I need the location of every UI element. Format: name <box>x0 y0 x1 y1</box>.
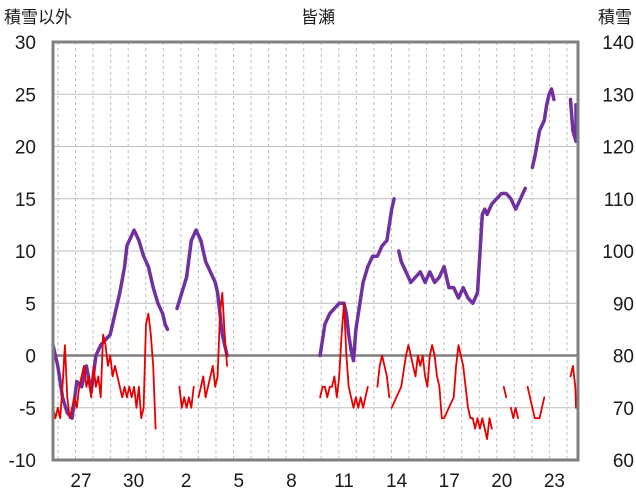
x-tick-label: 8 <box>286 471 297 492</box>
other-line <box>376 354 391 399</box>
right-tick-label: 70 <box>613 399 634 420</box>
other-line <box>390 344 493 440</box>
other-line <box>510 406 519 420</box>
other-line <box>502 385 508 399</box>
left-tick-label: 5 <box>25 294 36 315</box>
right-tick-label: 140 <box>602 33 634 54</box>
x-tick-label: 23 <box>544 471 565 492</box>
axis-labels: 皆瀬 積雪以外 積雪 <box>4 8 632 28</box>
x-tick-label: 14 <box>386 471 408 492</box>
snow-depth-line <box>530 87 556 170</box>
left-tick-label: -10 <box>9 451 36 472</box>
right-tick-label: 120 <box>602 138 634 159</box>
right-axis-label: 積雪 <box>598 8 632 28</box>
snow-depth-line <box>397 186 527 306</box>
series-lines <box>51 87 578 440</box>
right-tick-label: 60 <box>613 451 634 472</box>
snow-depth-line <box>175 228 229 358</box>
x-tick-label: 11 <box>334 471 354 492</box>
left-tick-label: 30 <box>15 33 36 54</box>
left-tick-label: 20 <box>15 138 36 159</box>
right-tick-label: 80 <box>613 347 634 368</box>
snow-depth-line <box>568 97 578 144</box>
left-tick-label: -5 <box>19 399 36 420</box>
other-line <box>319 302 369 409</box>
snow-depth-line <box>318 197 396 363</box>
title: 皆瀬 <box>301 8 335 28</box>
plot-frame <box>51 40 580 462</box>
left-tick-labels: 30 25 20 15 10 5 0 -5 -10 <box>9 33 36 472</box>
right-tick-label: 90 <box>613 294 634 315</box>
x-tick-label: 5 <box>234 471 245 492</box>
left-tick-label: 25 <box>15 85 36 106</box>
right-tick-label: 100 <box>602 242 634 263</box>
other-line <box>526 385 546 420</box>
left-tick-label: 15 <box>15 190 36 211</box>
x-tick-label: 2 <box>181 471 192 492</box>
x-tick-label: 17 <box>439 471 460 492</box>
right-tick-label: 130 <box>602 85 634 106</box>
x-tick-label: 20 <box>491 471 512 492</box>
x-tick-label: 27 <box>70 471 91 492</box>
right-tick-label: 110 <box>604 190 634 211</box>
other-line <box>197 291 228 399</box>
right-tick-labels: 140 130 120 110 100 90 80 70 60 <box>602 33 634 472</box>
x-tick-labels: 27 30 2 5 8 11 14 17 20 23 <box>70 471 565 492</box>
left-tick-label: 0 <box>25 347 36 368</box>
other-line <box>178 385 195 409</box>
snow-depth-line <box>51 228 170 420</box>
x-tick-label: 30 <box>123 471 144 492</box>
grid <box>53 41 578 461</box>
left-tick-label: 10 <box>15 242 36 263</box>
left-axis-label: 積雪以外 <box>4 8 72 28</box>
other-line <box>569 365 577 409</box>
other-line <box>52 312 157 430</box>
